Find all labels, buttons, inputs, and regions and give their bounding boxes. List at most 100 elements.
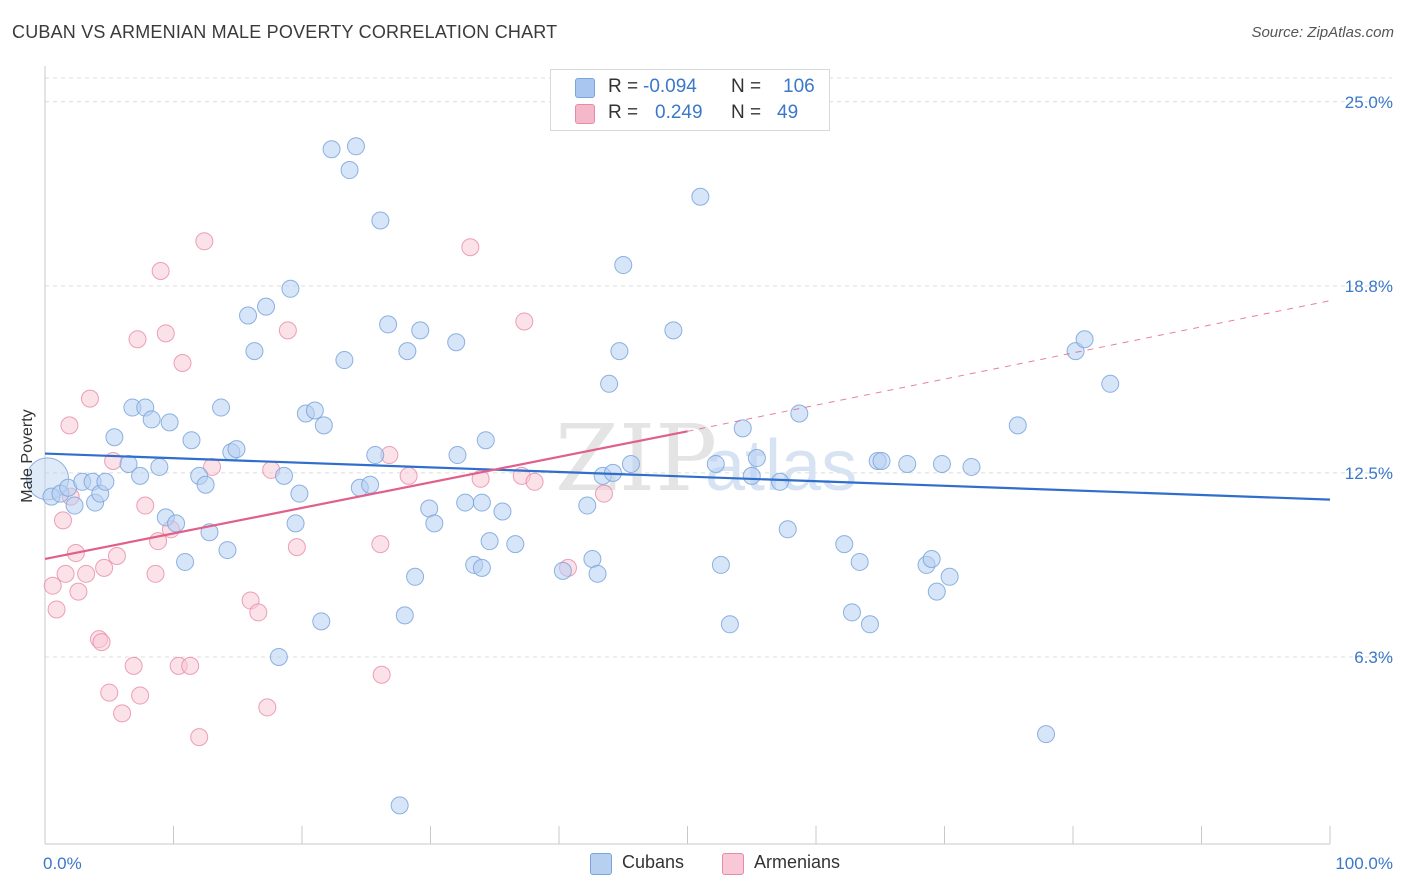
cubans-point (962, 457, 981, 476)
cubans-point (600, 374, 619, 393)
armenians-point (107, 547, 126, 566)
cubans-point (314, 416, 333, 435)
cubans-point (131, 466, 150, 485)
y-tick-label: 18.8% (1345, 277, 1393, 296)
armenians-point (113, 704, 132, 723)
chart-title: CUBAN VS ARMENIAN MALE POVERTY CORRELATI… (12, 22, 558, 42)
armenians-point (195, 232, 214, 251)
cubans-point (335, 351, 354, 370)
cubans-point (614, 256, 633, 275)
cubans-point (305, 401, 324, 420)
cubans-point (711, 555, 730, 574)
trend-lines (44, 300, 1331, 561)
armenians-point (131, 686, 150, 705)
armenians-point (249, 603, 268, 622)
cubans-point (227, 440, 246, 459)
cubans-point (621, 454, 640, 473)
armenians-point (372, 665, 391, 684)
cubans-point (664, 321, 683, 340)
armenians-point (53, 511, 72, 530)
cubans-point (218, 541, 237, 560)
armenians-point (399, 466, 418, 485)
cubans-point (610, 342, 629, 361)
cubans-point (196, 475, 215, 494)
cubans-point (588, 564, 607, 583)
cubans-point (493, 502, 512, 521)
cubans-point (398, 342, 417, 361)
armenians-trend-extension (687, 300, 1331, 432)
cubans-point (835, 535, 854, 554)
cubans-point (395, 606, 414, 625)
cubans-legend-label: Cubans (622, 852, 685, 872)
cubans-point (1008, 416, 1027, 435)
cubans-point (578, 496, 597, 515)
source-label: Source: ZipAtlas.com (1251, 24, 1394, 41)
cubans-point (778, 520, 797, 539)
armenians-point (56, 564, 75, 583)
cubans-point (257, 297, 276, 316)
armenians-point (278, 321, 297, 340)
cubans-point (447, 333, 466, 352)
armenians-point (77, 564, 96, 583)
cubans-point (245, 342, 264, 361)
cubans-point (456, 493, 475, 512)
watermark-atlas: atlas (705, 426, 857, 506)
cubans-point (472, 558, 491, 577)
x-tick-label: 0.0% (43, 854, 82, 873)
cubans-point (406, 567, 425, 586)
cubans-point (105, 428, 124, 447)
cubans-point (361, 475, 380, 494)
armenians-point (47, 600, 66, 619)
armenians-point (173, 354, 192, 373)
cubans-point (850, 552, 869, 571)
cubans-point (275, 466, 294, 485)
cubans-point (176, 552, 195, 571)
r-value: 0.249 (655, 102, 703, 123)
cubans-point (771, 472, 790, 491)
armenians-point (181, 656, 200, 675)
n-label: N = (731, 102, 762, 123)
armenians-swatch (575, 104, 595, 124)
cubans-point (425, 514, 444, 533)
cubans-point (940, 567, 959, 586)
y-tick-label: 25.0% (1345, 93, 1393, 112)
cubans-point (1075, 330, 1094, 349)
cubans-point (286, 514, 305, 533)
cubans-point (366, 446, 385, 465)
armenians-point (287, 538, 306, 557)
cubans-point (142, 410, 161, 429)
armenians-point (471, 469, 490, 488)
armenians-point (525, 472, 544, 491)
cubans-point (96, 472, 115, 491)
armenians-point (92, 633, 111, 652)
armenians-point (124, 656, 143, 675)
armenians-point (128, 330, 147, 349)
armenians-points (43, 232, 613, 747)
cubans-point (860, 615, 879, 634)
y-tick-label: 12.5% (1345, 464, 1393, 483)
cubans-point (239, 306, 258, 325)
cubans-point (476, 431, 495, 450)
axes (44, 66, 1331, 845)
cubans-points (26, 137, 1120, 815)
armenians-point (100, 683, 119, 702)
cubans-point (167, 514, 186, 533)
armenians-point (43, 576, 62, 595)
armenians-point (461, 238, 480, 257)
cubans-point (1101, 374, 1120, 393)
cubans-point (872, 452, 891, 470)
cubans-point (379, 315, 398, 334)
armenians-point (136, 496, 155, 515)
cubans-point (842, 603, 861, 622)
armenians-point (258, 698, 277, 717)
armenians-trend-line (44, 430, 688, 561)
cubans-point (927, 582, 946, 601)
cubans-point (322, 140, 341, 159)
cubans-point (281, 279, 300, 298)
armenians-point (146, 564, 165, 583)
cubans-legend-swatch (590, 853, 612, 875)
armenians-point (69, 582, 88, 601)
armenians-point (371, 535, 390, 554)
armenians-point (190, 728, 209, 747)
